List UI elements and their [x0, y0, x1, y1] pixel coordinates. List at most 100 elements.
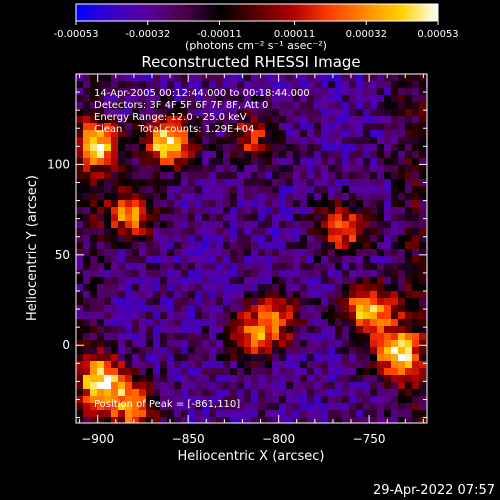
heatmap-cell — [230, 382, 238, 390]
heatmap-cell — [293, 158, 301, 166]
heatmap-cell — [104, 298, 112, 306]
heatmap-cell — [216, 340, 224, 348]
heatmap-cell — [314, 284, 322, 292]
heatmap-cell — [321, 256, 329, 264]
heatmap-cell — [97, 200, 105, 208]
heatmap-cell — [223, 193, 231, 201]
heatmap-cell — [258, 284, 266, 292]
heatmap-cell — [286, 130, 294, 138]
heatmap-cell — [419, 102, 427, 110]
heatmap-cell — [111, 193, 119, 201]
heatmap-cell — [384, 249, 392, 257]
heatmap-cell — [405, 102, 413, 110]
heatmap-cell — [216, 277, 224, 285]
heatmap-cell — [244, 242, 252, 250]
heatmap-cell — [153, 382, 161, 390]
heatmap-cell — [188, 291, 196, 299]
heatmap-cell — [202, 165, 210, 173]
heatmap-cell — [216, 179, 224, 187]
heatmap-cell — [419, 158, 427, 166]
heatmap-cell — [90, 221, 98, 229]
heatmap-cell — [363, 417, 371, 423]
heatmap-cell — [174, 312, 182, 320]
heatmap-cell — [118, 249, 126, 257]
heatmap-cell — [111, 270, 119, 278]
heatmap-cell — [293, 221, 301, 229]
heatmap-cell — [307, 319, 315, 327]
heatmap-cell — [258, 151, 266, 159]
heatmap-cell — [83, 151, 91, 159]
heatmap-cell — [230, 88, 238, 96]
heatmap-cells — [76, 74, 427, 423]
heatmap-cell — [83, 130, 91, 138]
heatmap-cell — [202, 382, 210, 390]
heatmap-cell — [174, 382, 182, 390]
heatmap-cell — [328, 186, 336, 194]
heatmap-cell — [244, 158, 252, 166]
heatmap-cell — [398, 102, 406, 110]
heatmap-cell — [209, 102, 217, 110]
heatmap-cell — [97, 382, 105, 390]
heatmap-cell — [349, 396, 357, 404]
heatmap-cell — [125, 130, 133, 138]
heatmap-cell — [139, 340, 147, 348]
heatmap-cell — [167, 144, 175, 152]
heatmap-cell — [314, 291, 322, 299]
heatmap-cell — [405, 361, 413, 369]
heatmap-cell — [216, 256, 224, 264]
heatmap-cell — [356, 144, 364, 152]
heatmap-cell — [202, 305, 210, 313]
heatmap-cell — [251, 151, 259, 159]
heatmap-cell — [202, 340, 210, 348]
heatmap-cell — [349, 235, 357, 243]
heatmap-cell — [405, 298, 413, 306]
heatmap-cell — [97, 137, 105, 145]
heatmap-cell — [132, 102, 140, 110]
heatmap-cell — [188, 144, 196, 152]
heatmap-cell — [118, 102, 126, 110]
heatmap-cell — [118, 291, 126, 299]
heatmap-cell — [90, 291, 98, 299]
heatmap-cell — [279, 158, 287, 166]
heatmap-cell — [300, 249, 308, 257]
heatmap-cell — [167, 347, 175, 355]
heatmap-cell — [356, 326, 364, 334]
heatmap-cell — [335, 151, 343, 159]
heatmap-cell — [195, 221, 203, 229]
heatmap-cell — [181, 340, 189, 348]
heatmap-cell — [167, 235, 175, 243]
heatmap-cell — [160, 88, 168, 96]
heatmap-cell — [209, 123, 217, 131]
heatmap-cell — [132, 410, 140, 418]
heatmap-cell — [279, 74, 287, 82]
heatmap-cell — [97, 228, 105, 236]
heatmap-cell — [349, 354, 357, 362]
heatmap-cell — [384, 256, 392, 264]
heatmap-cell — [335, 207, 343, 215]
heatmap-cell — [202, 389, 210, 397]
heatmap-cell — [405, 88, 413, 96]
heatmap-cell — [258, 102, 266, 110]
heatmap-cell — [349, 263, 357, 271]
heatmap-cell — [195, 200, 203, 208]
heatmap-cell — [230, 116, 238, 124]
heatmap-cell — [181, 396, 189, 404]
heatmap-cell — [153, 389, 161, 397]
heatmap-cell — [230, 319, 238, 327]
heatmap-cell — [76, 354, 84, 362]
heatmap-cell — [104, 228, 112, 236]
heatmap-cell — [174, 193, 182, 201]
heatmap-cell — [97, 298, 105, 306]
heatmap-cell — [342, 319, 350, 327]
heatmap-cell — [195, 291, 203, 299]
heatmap-cell — [216, 74, 224, 82]
heatmap-cell — [272, 109, 280, 117]
heatmap-cell — [97, 123, 105, 131]
heatmap-cell — [195, 81, 203, 89]
heatmap-cell — [230, 186, 238, 194]
heatmap-cell — [153, 298, 161, 306]
heatmap-cell — [279, 116, 287, 124]
heatmap-cell — [265, 228, 273, 236]
heatmap-cell — [97, 256, 105, 264]
heatmap-cell — [139, 417, 147, 423]
